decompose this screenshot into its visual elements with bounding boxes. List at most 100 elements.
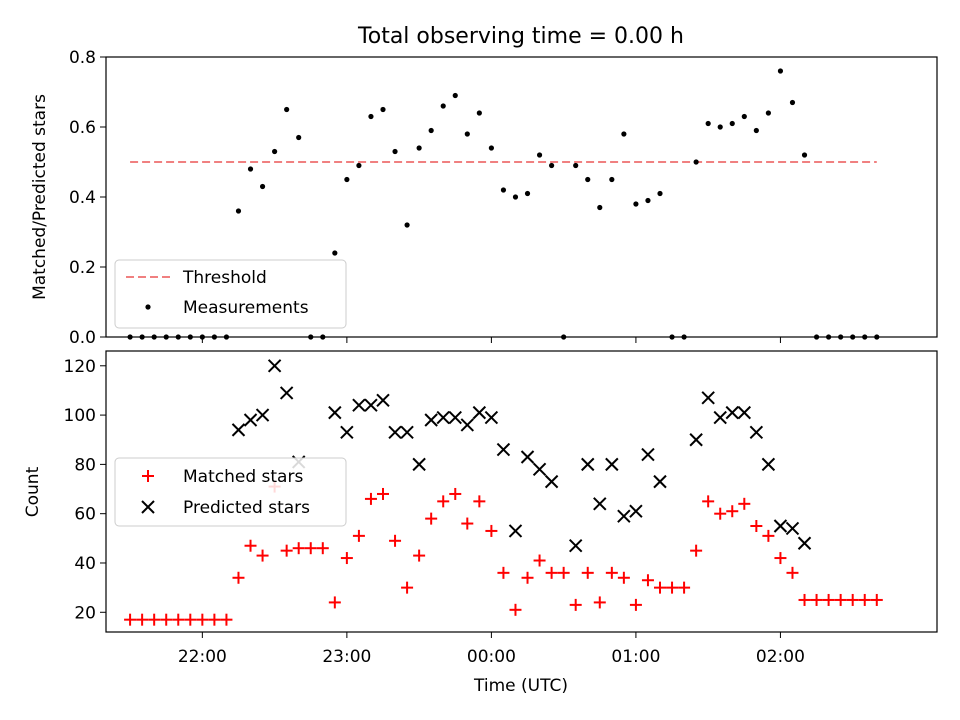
legend-matched-label: Matched stars [183,467,303,487]
bottom-plot-marks [124,359,883,626]
predicted-star-point [653,474,667,489]
matched-star-point [208,613,221,626]
predicted-star-point [797,536,812,550]
measurement-point [356,162,362,169]
measurement-point [597,204,603,211]
predicted-star-point [713,410,727,425]
x-axis-label: Time (UTC) [473,676,568,696]
predicted-star-point [448,410,462,425]
measurement-point [705,120,711,127]
legend-measurements-swatch [145,304,151,310]
bottom-axis-ticks: 20 40 60 80 100 120 22:00 23:00 00:00 01:00 02:00 [64,357,805,667]
predicted-star-point [376,393,390,408]
matched-star-point [280,544,293,557]
bottom-legend-box [114,457,347,527]
matched-star-point [690,544,703,557]
predicted-star-point [544,474,559,489]
legend-matched-swatch [142,470,154,482]
x-tick-label: 02:00 [756,647,805,667]
predicted-star-point [761,457,776,472]
matched-star-point [798,593,811,606]
matched-star-point [533,554,546,567]
matched-star-point [473,495,486,508]
matched-star-point [461,517,474,530]
y-tick-label: 120 [64,357,96,377]
matched-star-point [654,581,666,594]
matched-star-point [449,487,462,500]
matched-star-point [328,596,341,609]
matched-star-point [714,507,727,520]
top-panel: 0.00.20.40.60.8 Matched/Predicted stars … [30,48,938,348]
measurement-point [789,99,796,106]
matched-star-point [316,542,329,555]
matched-star-point [292,542,305,555]
measurement-point [524,190,531,197]
predicted-star-point [460,418,475,432]
matched-star-point [786,566,799,579]
top-legend-box [114,259,347,329]
matched-star-point [822,593,835,606]
measurement-point [452,92,458,99]
matched-star-point [678,581,691,594]
legend-predicted-label: Predicted stars [183,498,310,518]
measurement-point [404,222,410,228]
matched-star-point [437,495,450,508]
predicted-star-point [785,521,800,536]
predicted-star-point [340,425,354,440]
measurement-point [777,68,784,74]
measurement-point [801,152,808,158]
measurement-point [585,176,591,183]
predicted-star-point [520,450,535,464]
predicted-star-point [593,497,607,511]
measurement-point [729,120,735,127]
predicted-star-point [388,425,402,440]
legend-threshold-label: Threshold [182,268,267,288]
y-tick-label: 100 [64,406,96,426]
predicted-star-point [424,413,438,427]
predicted-star-point [364,398,378,412]
predicted-star-point [412,457,426,472]
bottom-legend: Matched stars Predicted stars [114,457,347,527]
predicted-star-point [532,462,547,477]
matched-star-point [497,566,510,579]
measurement-point [368,113,374,120]
measurement-point [392,148,398,155]
measurement-point [464,131,470,137]
measurement-point [332,250,338,256]
measurement-point [549,162,555,169]
y-tick-label: 0.4 [69,188,96,208]
matched-star-point [870,593,883,606]
bottom-y-axis-label: Count [23,466,43,517]
measurement-point [344,176,350,183]
predicted-star-point [773,519,788,533]
matched-star-point [413,549,426,562]
matched-star-point [617,571,630,584]
predicted-star-point [581,457,595,472]
measurement-point [512,194,519,200]
matched-star-point [389,534,402,547]
matched-star-point [196,613,209,626]
predicted-star-point [267,359,282,373]
predicted-star-point [279,386,294,400]
matched-star-point [364,492,377,505]
measurement-point [259,183,266,190]
matched-star-point [172,613,185,626]
predicted-star-point [436,410,450,425]
measurement-point [428,127,434,134]
measurement-point [741,113,747,120]
top-axis-ticks: 0.0 0.2 0.4 0.6 0.8 [69,48,781,348]
measurement-point [693,159,699,165]
y-tick-label: 60 [74,505,96,525]
measurement-point [536,152,543,158]
matched-star-point [340,552,353,565]
predicted-star-point [568,539,583,553]
matched-star-point [244,539,257,552]
matched-star-point [810,593,823,606]
matched-star-point [629,598,642,611]
matched-star-point [557,566,570,579]
measurement-point [247,166,254,172]
measurement-point [380,106,386,113]
predicted-star-point [508,524,523,538]
x-tick-label: 01:00 [611,647,660,667]
